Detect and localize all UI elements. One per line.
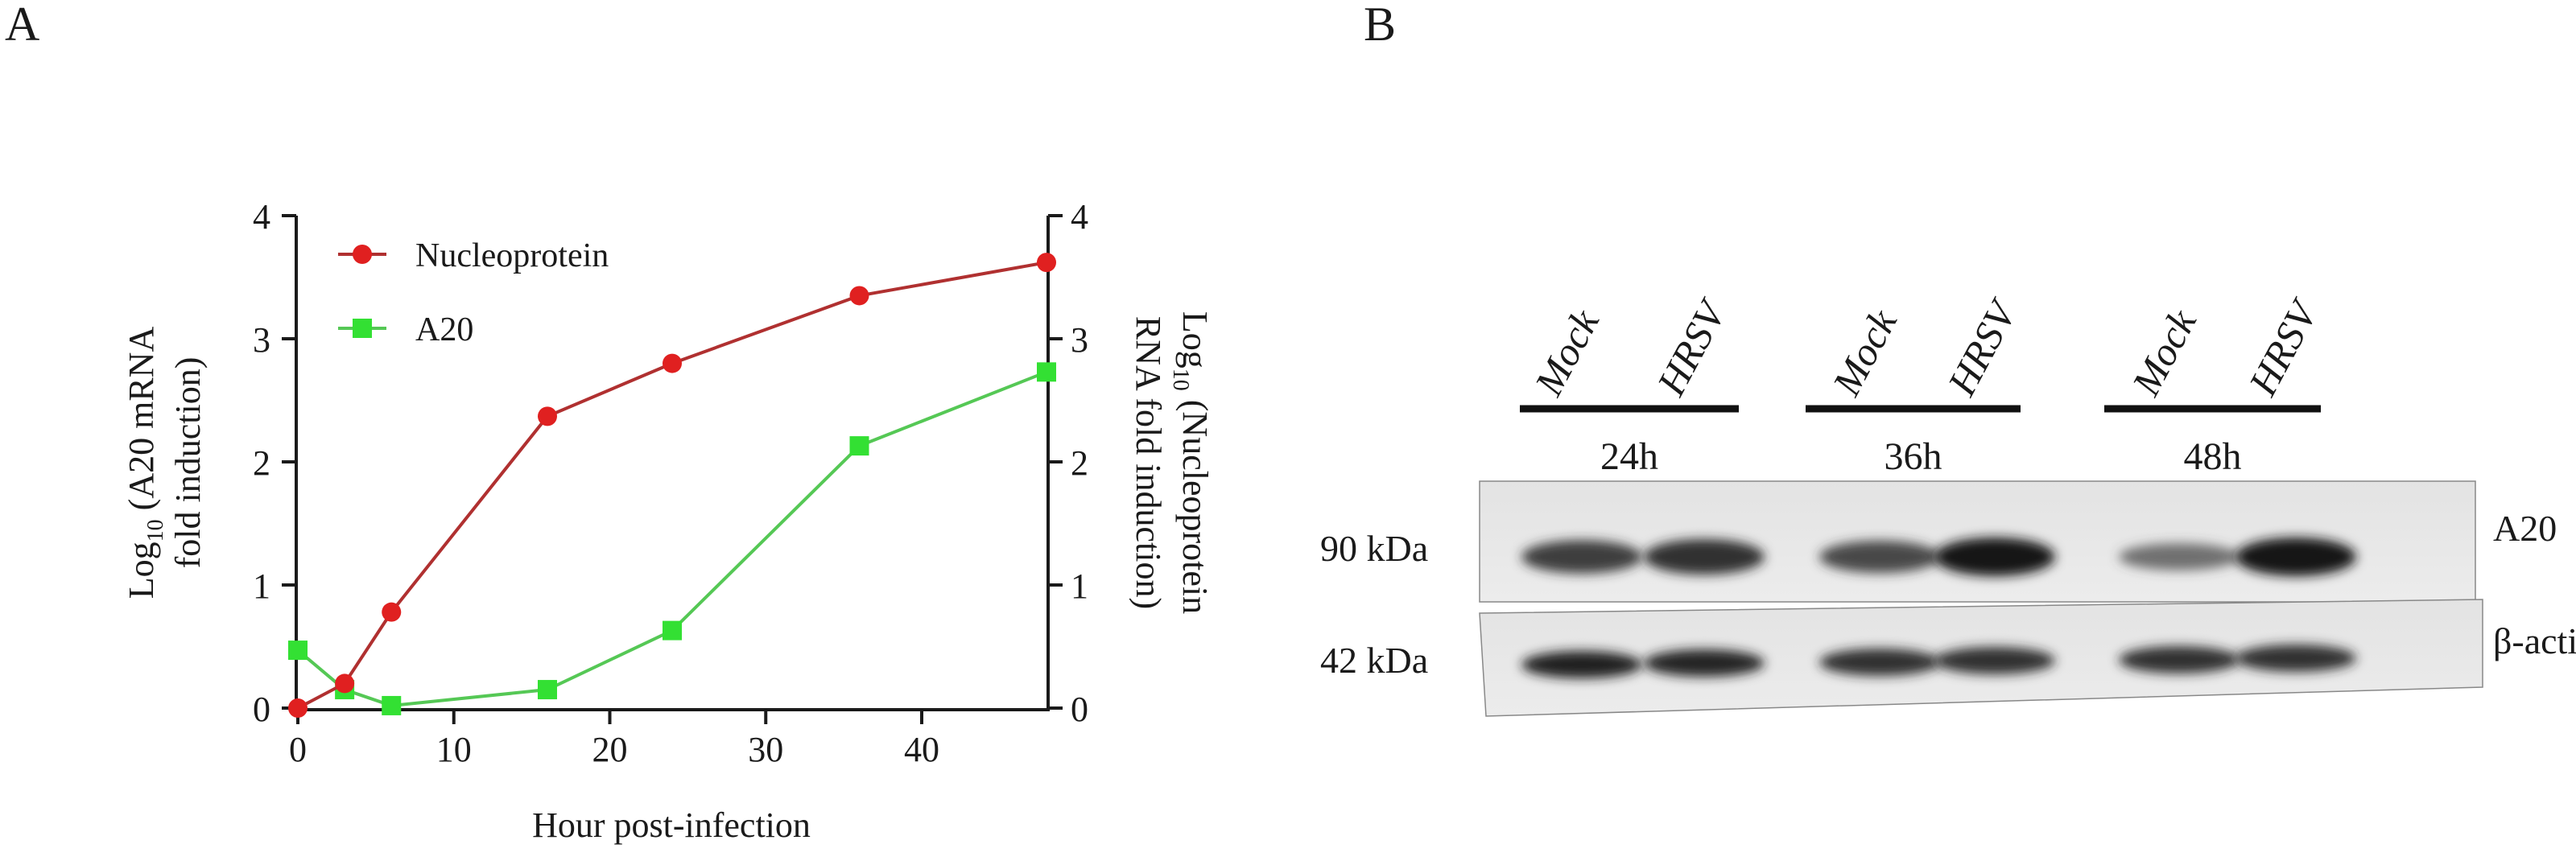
data-point	[1037, 253, 1056, 273]
series-nucleoprotein	[288, 253, 1056, 718]
band-actin-lane-4	[1934, 647, 2055, 674]
y-tick-label-right: 0	[1071, 690, 1088, 729]
legend-label: A20	[415, 311, 473, 348]
data-point	[288, 698, 308, 718]
chart-series	[288, 253, 1056, 718]
x-tick-label: 20	[592, 730, 628, 769]
y-tick-label-right: 4	[1071, 197, 1088, 237]
data-point	[538, 680, 557, 700]
band-a20-lane-4	[1934, 538, 2055, 576]
blot-bands	[1521, 538, 2356, 678]
band-size-actin: 42 kDa	[1320, 640, 1428, 681]
data-point	[335, 673, 355, 694]
band-a20-lane-1	[1521, 540, 1642, 574]
x-tick-label: 40	[904, 730, 939, 769]
band-a20-lane-2	[1644, 538, 1765, 575]
legend-item-nucleoprotein: Nucleoprotein	[338, 237, 609, 274]
data-point	[288, 641, 308, 661]
band-actin-lane-1	[1521, 651, 1642, 678]
lane-label-hrsv: HRSV	[1938, 290, 2027, 403]
data-point	[849, 286, 869, 306]
data-point	[663, 353, 682, 373]
data-point	[382, 695, 402, 715]
lane-label-mock: Mock	[1525, 302, 1608, 403]
x-tick-label: 30	[748, 730, 783, 769]
data-point	[538, 406, 557, 426]
svg-text:Log10 (Nucleoprotein: Log10 (Nucleoprotein	[1168, 311, 1215, 614]
panel-a-label: A	[5, 0, 40, 51]
lane-label-hrsv: HRSV	[1648, 290, 1736, 403]
lane-labels: Mock HRSV Mock HRSV Mock HRSV	[1525, 290, 2328, 403]
band-a20-lane-3	[1819, 540, 1940, 574]
panel-b-label: B	[1364, 0, 1397, 51]
band-actin-lane-5	[2119, 646, 2240, 673]
timepoint-label: 48h	[2184, 435, 2242, 478]
band-actin-lane-6	[2235, 645, 2356, 672]
data-point	[1037, 362, 1056, 382]
lane-label-mock: Mock	[1823, 302, 1905, 403]
y-tick-label-right: 1	[1071, 566, 1088, 606]
western-blot: Mock HRSV Mock HRSV Mock HRSV 24h 36h 48h 90 kD…	[1320, 290, 2576, 717]
series-line	[297, 261, 1047, 710]
timepoint-groups: 24h 36h 48h	[1520, 405, 2321, 478]
band-actin-lane-3	[1819, 649, 1940, 676]
y-tick-label-left: 4	[253, 197, 270, 237]
chart-legend: Nucleoprotein A20	[338, 237, 609, 348]
timepoint-label: 36h	[1885, 435, 1942, 478]
chart-ticks: 0 01 12 23 34 40 10 20 30 40	[253, 197, 1088, 769]
series-line	[296, 370, 1047, 707]
data-point	[849, 436, 869, 456]
y-tick-label-left: 2	[253, 443, 270, 483]
band-size-a20: 90 kDa	[1320, 528, 1428, 569]
y-tick-label-left: 3	[253, 320, 270, 360]
lane-label-mock: Mock	[2123, 302, 2205, 403]
lane-label-hrsv: HRSV	[2240, 290, 2328, 403]
svg-text:Log10 (A20 mRNA: Log10 (A20 mRNA	[122, 327, 168, 599]
svg-text:fold induction): fold induction)	[168, 357, 208, 569]
data-point	[382, 602, 402, 622]
x-tick-label: 0	[289, 730, 307, 769]
y-axis-left-label: Log10 (A20 mRNA fold induction)	[122, 327, 208, 599]
y-tick-label-right: 3	[1071, 320, 1088, 360]
series-a20	[288, 362, 1056, 715]
band-actin-lane-2	[1644, 649, 1765, 677]
band-a20-lane-6	[2235, 538, 2356, 576]
legend-marker	[353, 245, 372, 264]
legend-label: Nucleoprotein	[415, 237, 609, 274]
y-tick-label-left: 0	[253, 690, 270, 729]
svg-text:RNA fold induction): RNA fold induction)	[1129, 316, 1168, 609]
x-tick-label: 10	[436, 730, 472, 769]
legend-item-a20: A20	[338, 311, 473, 348]
data-point	[663, 620, 682, 641]
y-axis-right-label: Log10 (Nucleoprotein RNA fold induction)	[1129, 311, 1215, 614]
y-tick-label-left: 1	[253, 566, 270, 606]
band-name-a20: A20	[2493, 508, 2557, 549]
band-name-actin: β-actin	[2493, 620, 2576, 661]
timepoint-label: 24h	[1600, 435, 1658, 478]
legend-marker	[353, 319, 372, 338]
x-axis-label: Hour post-infection	[532, 805, 811, 845]
band-a20-lane-5	[2119, 543, 2240, 570]
y-tick-label-right: 2	[1071, 443, 1088, 483]
